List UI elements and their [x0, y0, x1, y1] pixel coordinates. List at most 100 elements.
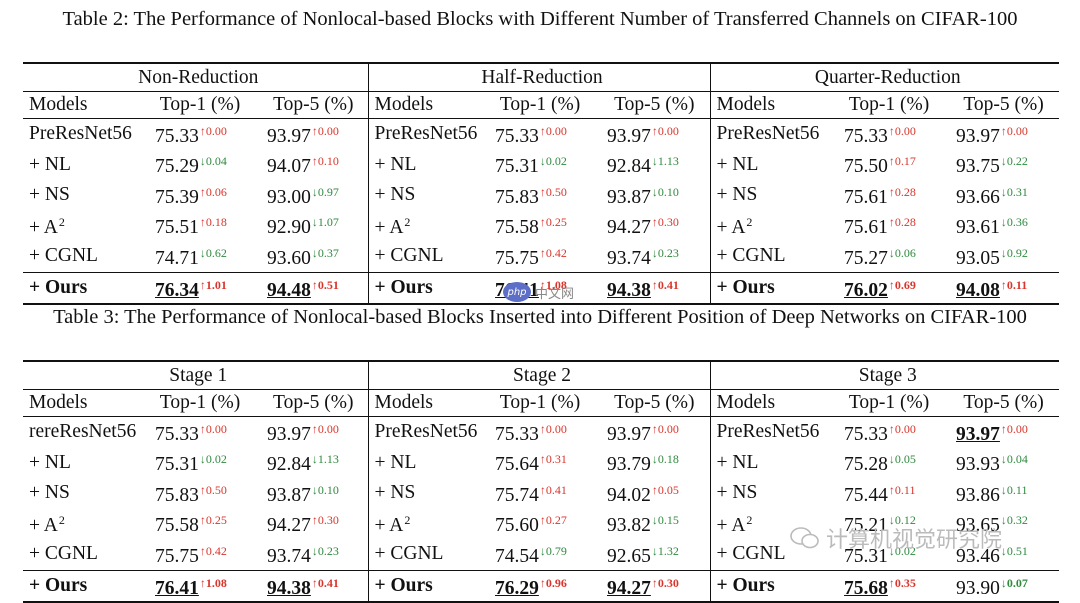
model-name: + NL	[716, 451, 759, 473]
top5-cell: 93.97↑0.00	[593, 118, 710, 149]
top1-cell: 76.29↑0.96	[481, 569, 593, 603]
top5-value: 94.27	[267, 515, 311, 537]
delta-value: ↑0.11	[1000, 277, 1028, 292]
table-row: + CGNL 74.71↓0.62 93.60↓0.37 + CGNL 75.75↑0.…	[23, 240, 1059, 273]
top1-cell: 75.39↑0.06	[141, 180, 253, 211]
model-name: + CGNL	[716, 543, 786, 565]
column-header: Models	[23, 389, 141, 417]
model-name-cell: + A2	[23, 210, 141, 241]
delta-value: ↑0.42	[199, 543, 227, 558]
model-name-cell: + CGNL	[367, 538, 481, 571]
wechat-watermark-text: 计算机视觉研究院	[826, 528, 1003, 553]
table-row: + NS 75.83↑0.50 93.87↓0.10 + NS 75.74↑0.41 94…	[23, 477, 1059, 509]
top5-cell: 92.84↓1.13	[593, 149, 710, 180]
table-row: + NL 75.29↓0.04 94.07↑0.10 + NL 75.31↓0.02 92…	[23, 149, 1059, 180]
top5-value: 93.74	[607, 247, 651, 269]
delta-value: ↑0.00	[311, 123, 339, 138]
top1-value: 75.60	[495, 515, 539, 537]
top5-cell: 93.87↓0.10	[593, 180, 710, 211]
top5-value: 93.97	[956, 423, 1000, 445]
model-name: + A	[374, 515, 404, 537]
model-name-cell: + Ours	[709, 271, 831, 305]
top5-cell: 93.79↓0.18	[593, 447, 710, 478]
results-table: Stage 1 Stage 2 Stage 3 Models Top-1 (%) Top-…	[23, 360, 1060, 603]
column-header: Top-1 (%)	[830, 389, 943, 417]
top5-cell: 93.97↑0.00	[253, 416, 368, 447]
top1-cell: 75.61↑0.28	[830, 180, 942, 211]
column-header: Top-5 (%)	[593, 389, 711, 417]
delta-value: ↓0.07	[1000, 575, 1028, 590]
top1-value: 75.33	[495, 125, 539, 147]
model-name-cell: PreResNet56	[23, 118, 141, 149]
top1-cell: 75.51↑0.18	[141, 210, 253, 241]
delta-value: ↑0.06	[199, 184, 227, 199]
top5-cell: 93.93↓0.04	[942, 447, 1059, 478]
top1-cell: 75.83↑0.50	[481, 180, 593, 211]
top1-value: 75.33	[495, 423, 539, 445]
top5-value: 93.97	[267, 125, 311, 147]
column-header: Top-5 (%)	[942, 91, 1060, 119]
model-name-cell: + NL	[23, 149, 141, 180]
top1-cell: 74.54↓0.79	[481, 539, 593, 570]
model-superscript: 2	[58, 513, 65, 528]
top5-value: 93.65	[956, 515, 1000, 537]
table-row: + A2 75.58↑0.25 94.27↑0.30 + A2 75.60↑0.27 93…	[23, 508, 1059, 539]
delta-value: ↑0.30	[651, 215, 679, 230]
delta-value: ↑0.41	[651, 277, 679, 292]
model-name-cell: + CGNL	[367, 240, 482, 273]
group-header: Quarter-Reduction	[709, 62, 1060, 92]
top5-cell: 94.38↑0.41	[593, 271, 711, 305]
top1-value: 75.83	[155, 484, 199, 506]
table-row: + NS 75.39↑0.06 93.00↓0.97 + NS 75.83↑0.50 93…	[23, 179, 1059, 211]
delta-value: ↑0.27	[539, 513, 567, 528]
delta-value: ↓1.07	[311, 215, 339, 230]
model-superscript: 2	[746, 215, 753, 230]
model-name-cell: PreResNet56	[709, 416, 831, 448]
top1-value: 75.68	[844, 577, 888, 599]
delta-value: ↑0.00	[199, 421, 227, 436]
top1-value: 74.71	[155, 247, 199, 269]
top1-value: 76.29	[495, 577, 539, 599]
column-header: Models	[367, 91, 482, 119]
top1-value: 75.75	[155, 545, 199, 567]
delta-value: ↑0.00	[311, 421, 339, 436]
delta-value: ↓0.12	[888, 513, 916, 528]
top1-value: 75.50	[844, 156, 888, 178]
table3-caption: Table 3: The Performance of Nonlocal-bas…	[53, 306, 1027, 328]
column-header: Top-1 (%)	[141, 389, 253, 417]
wechat-watermark: 计算机视觉研究院	[790, 522, 1002, 554]
top5-cell: 93.61↓0.36	[942, 210, 1059, 241]
table-row: PreResNet56 75.33↑0.00 93.97↑0.00 PreResNet…	[23, 118, 1060, 150]
delta-value: ↓0.23	[651, 245, 679, 260]
table2: Non-Reduction Half-Reduction Quarter-Reduc…	[23, 62, 1060, 305]
delta-value: ↓0.31	[1000, 184, 1028, 199]
model-name: + NL	[29, 451, 71, 473]
model-name: + NL	[374, 451, 417, 473]
model-name: PreResNet56	[374, 123, 478, 145]
top1-cell: 75.27↓0.06	[830, 241, 942, 272]
top5-cell: 94.38↑0.41	[253, 569, 368, 603]
delta-value: ↓0.62	[199, 245, 227, 260]
top5-cell: 92.65↓1.32	[593, 539, 710, 570]
delta-value: ↑0.00	[888, 123, 916, 138]
top1-value: 75.51	[155, 217, 199, 239]
delta-value: ↓0.10	[311, 482, 339, 497]
model-name: + CGNL	[374, 543, 444, 565]
delta-value: ↓0.02	[199, 452, 227, 467]
model-name: + NS	[716, 184, 758, 206]
wechat-icon	[790, 527, 819, 549]
top1-cell: 75.60↑0.27	[481, 508, 593, 539]
top5-cell: 93.65↓0.32	[942, 508, 1059, 539]
delta-value: ↓0.11	[1000, 482, 1028, 497]
column-header: Top-1 (%)	[481, 91, 594, 119]
top5-cell: 93.74↓0.23	[253, 539, 368, 570]
model-name-cell: + Ours	[709, 569, 831, 603]
delta-value: ↑0.51	[311, 277, 339, 292]
top1-value: 76.41	[155, 577, 199, 599]
top5-value: 93.97	[267, 423, 311, 445]
top5-value: 93.82	[607, 515, 651, 537]
model-name: + A	[29, 217, 58, 239]
delta-value: ↓0.04	[1000, 452, 1028, 467]
table-row: + NL 75.31↓0.02 92.84↓1.13 + NL 75.64↑0.31 93…	[23, 447, 1059, 478]
top5-value: 93.60	[267, 247, 311, 269]
